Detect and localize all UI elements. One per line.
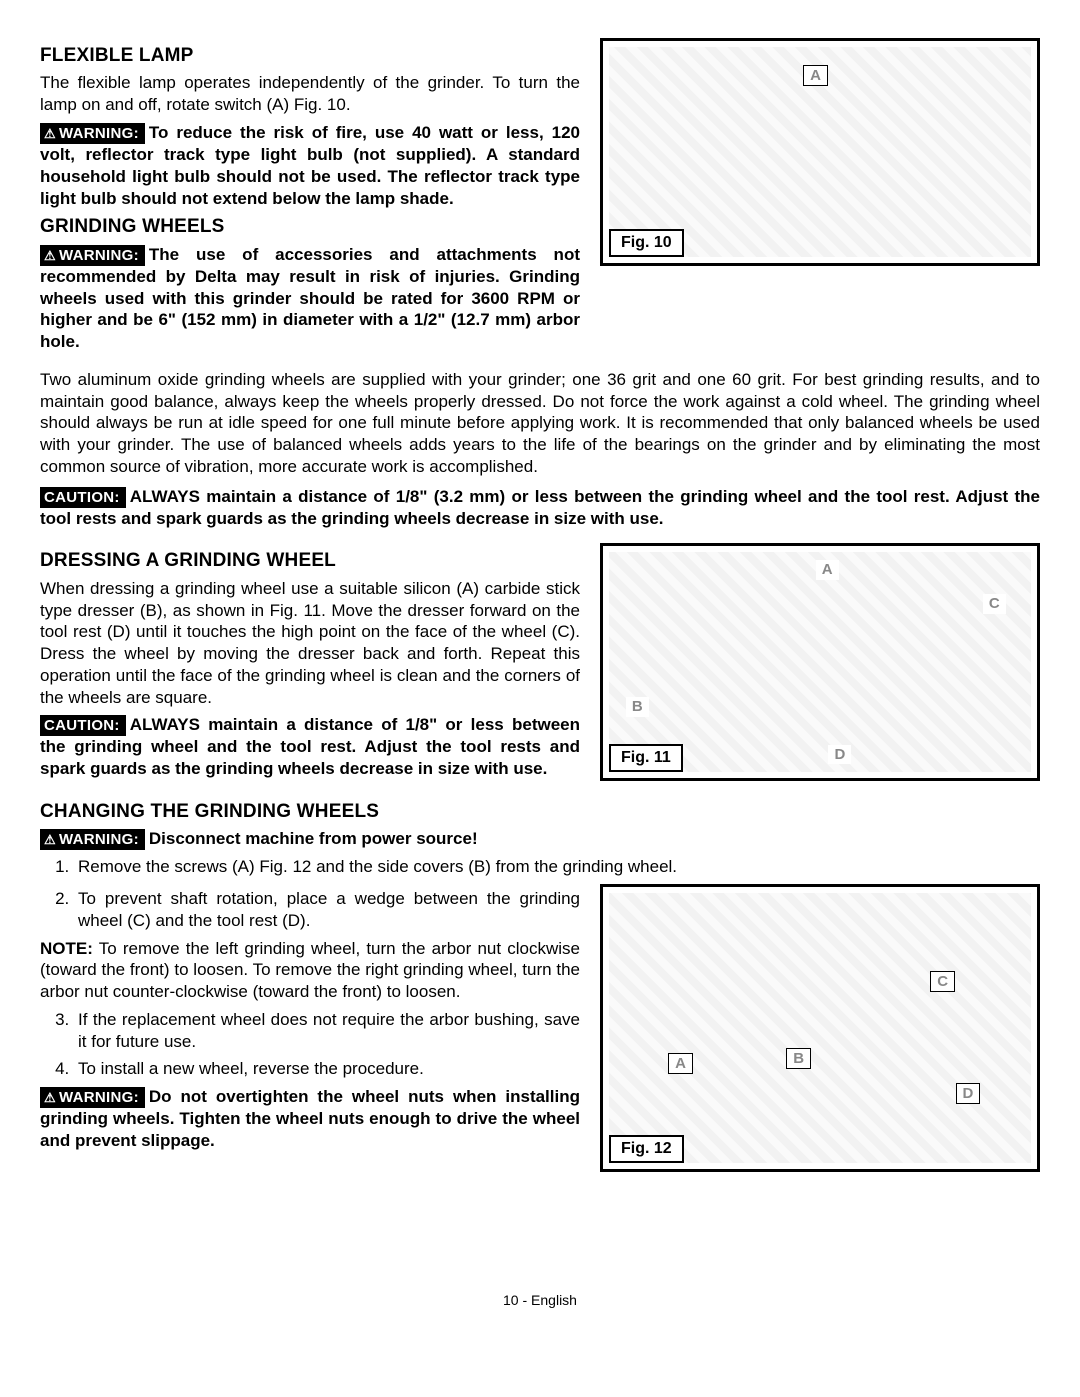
mid-section: DRESSING A GRINDING WHEEL When dressing … [40,543,1040,786]
callout-b: B [626,697,649,716]
warning-badge: WARNING: [40,829,145,850]
callout-d: D [828,745,851,764]
figure-12-container: A B C D Fig. 12 [600,884,1040,1172]
callout-b: B [786,1048,811,1069]
bottom-section: To prevent shaft rotation, place a wedge… [40,884,1040,1172]
step-2: To prevent shaft rotation, place a wedge… [74,888,580,932]
figure-12-image: A B C D [609,893,1031,1163]
warning-badge: WARNING: [40,245,145,266]
changing-steps-34: If the replacement wheel does not requir… [40,1009,580,1080]
callout-a: A [803,65,828,86]
grinding-wheels-body: Two aluminum oxide grinding wheels are s… [40,369,1040,478]
warning-badge: WARNING: [40,1087,145,1108]
heading-flexible-lamp: FLEXIBLE LAMP [40,44,580,68]
changing-note: NOTE: To remove the left grinding wheel,… [40,938,580,1003]
figure-11-caption: Fig. 11 [609,744,683,772]
grinding-wheels-warning: WARNING:The use of accessories and attac… [40,244,580,353]
heading-changing: CHANGING THE GRINDING WHEELS [40,800,1040,824]
page-footer: 10 - English [40,1292,1040,1310]
changing-warning1-text: Disconnect machine from power source! [149,829,478,848]
changing-warning2: WARNING:Do not overtighten the wheel nut… [40,1086,580,1152]
left-column-top: FLEXIBLE LAMP The flexible lamp operates… [40,38,580,359]
step-1: Remove the screws (A) Fig. 12 and the si… [74,856,1040,878]
left-column-bottom: To prevent shaft rotation, place a wedge… [40,884,580,1172]
figure-10-caption: Fig. 10 [609,229,684,257]
footer-lang: English [531,1292,577,1308]
callout-c: C [930,971,955,992]
caution-badge: CAUTION: [40,715,126,736]
figure-12-box: A B C D Fig. 12 [600,884,1040,1172]
top-section: FLEXIBLE LAMP The flexible lamp operates… [40,38,1040,359]
callout-a: A [816,560,839,579]
step-4: To install a new wheel, reverse the proc… [74,1058,580,1080]
dressing-caution: CAUTION:ALWAYS maintain a distance of 1/… [40,714,580,780]
heading-dressing: DRESSING A GRINDING WHEEL [40,549,580,573]
footer-sep: - [519,1292,531,1308]
figure-10-box: A Fig. 10 [600,38,1040,266]
grinding-wheels-caution: CAUTION:ALWAYS maintain a distance of 1/… [40,486,1040,530]
grinding-wheels-caution-text: ALWAYS maintain a distance of 1/8" (3.2 … [40,487,1040,528]
flexible-lamp-warning: WARNING:To reduce the risk of fire, use … [40,122,580,209]
callout-a: A [668,1053,693,1074]
figure-10-image: A [609,47,1031,257]
figure-12-caption: Fig. 12 [609,1135,684,1163]
heading-grinding-wheels: GRINDING WHEELS [40,215,580,239]
changing-steps-2: To prevent shaft rotation, place a wedge… [40,888,580,932]
caution-badge: CAUTION: [40,487,126,508]
step-3: If the replacement wheel does not requir… [74,1009,580,1053]
callout-c: C [983,594,1006,613]
page-number: 10 [503,1292,519,1308]
figure-10-container: A Fig. 10 [600,38,1040,359]
flexible-lamp-intro: The flexible lamp operates independently… [40,72,580,116]
note-text: To remove the left grinding wheel, turn … [40,939,580,1002]
figure-11-container: A B C D Fig. 11 [600,543,1040,786]
note-label: NOTE: [40,939,93,958]
changing-steps-top: Remove the screws (A) Fig. 12 and the si… [40,856,1040,878]
left-column-mid: DRESSING A GRINDING WHEEL When dressing … [40,543,580,786]
changing-warning1: WARNING:Disconnect machine from power so… [40,828,1040,850]
warning-badge: WARNING: [40,123,145,144]
dressing-body: When dressing a grinding wheel use a sui… [40,578,580,709]
callout-d: D [956,1083,981,1104]
figure-11-box: A B C D Fig. 11 [600,543,1040,781]
figure-11-image: A B C D [609,552,1031,772]
